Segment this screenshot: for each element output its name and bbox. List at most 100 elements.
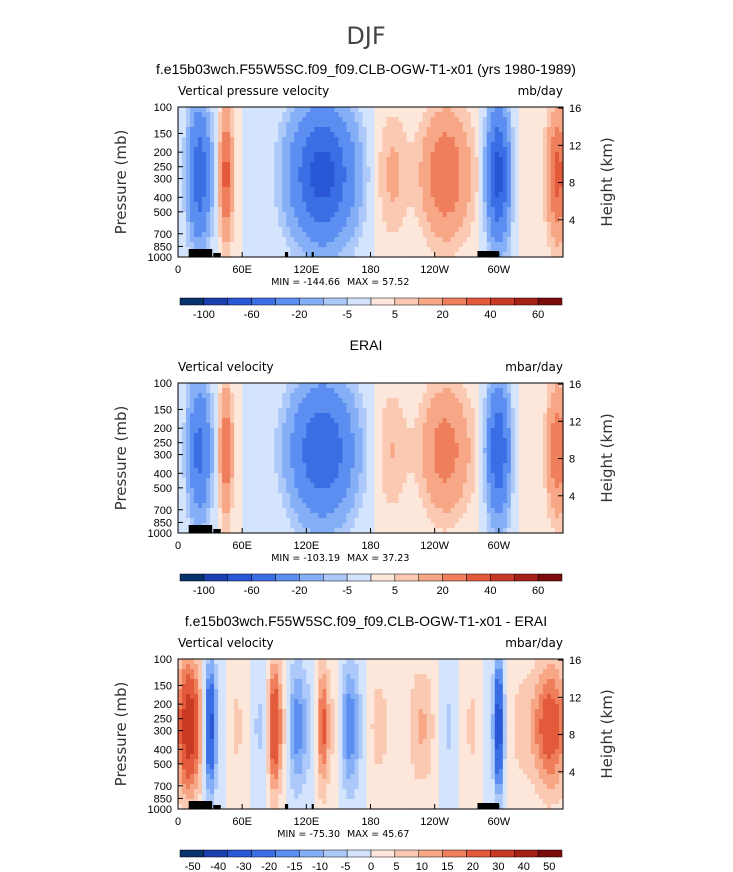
- heatmap-cell: [178, 207, 183, 213]
- heatmap-cell: [538, 167, 544, 173]
- heatmap-cell: [442, 152, 448, 158]
- panel-units: mb/day: [518, 84, 563, 98]
- heatmap-cell: [202, 217, 207, 223]
- heatmap-cell: [258, 152, 263, 158]
- heatmap-cell: [422, 172, 428, 178]
- heatmap-cell: [506, 242, 512, 248]
- heatmap-cell: [418, 187, 424, 193]
- heatmap-cell: [346, 242, 352, 248]
- heatmap-cell: [346, 177, 352, 183]
- heatmap-cell: [366, 147, 372, 153]
- heatmap-cell: [242, 423, 247, 429]
- heatmap-cell: [398, 237, 404, 243]
- heatmap-cell: [402, 222, 408, 228]
- heatmap-cell: [350, 478, 356, 484]
- heatmap-cell: [178, 227, 183, 233]
- heatmap-cell: [402, 152, 408, 158]
- heatmap-cell: [334, 177, 340, 183]
- heatmap-cell: [334, 157, 340, 163]
- heatmap-cell: [294, 117, 299, 123]
- heatmap-cell: [498, 122, 504, 128]
- heatmap-cell: [234, 237, 239, 243]
- heatmap-cell: [198, 428, 203, 434]
- heatmap-cell: [262, 217, 267, 223]
- heatmap-cell: [494, 187, 500, 193]
- heatmap-cell: [390, 182, 396, 188]
- heatmap-cell: [290, 513, 295, 519]
- y-right-tick-label: 12: [569, 140, 581, 152]
- heatmap-cell: [302, 448, 307, 454]
- heatmap-cell: [382, 433, 388, 439]
- heatmap-cell: [386, 418, 392, 424]
- heatmap-cell: [490, 187, 496, 193]
- heatmap-cell: [306, 453, 311, 459]
- heatmap-cell: [402, 157, 408, 163]
- heatmap-cell: [362, 107, 368, 113]
- y-tick-label: 250: [154, 162, 172, 174]
- heatmap-cell: [430, 217, 436, 223]
- heatmap-cell: [186, 473, 191, 479]
- heatmap-cell: [546, 232, 552, 238]
- heatmap-cell: [282, 498, 287, 504]
- heatmap-cell: [294, 127, 299, 133]
- heatmap-cell: [390, 147, 396, 153]
- heatmap-cell: [290, 207, 295, 213]
- heatmap-cell: [302, 453, 307, 459]
- heatmap-cell: [402, 493, 408, 499]
- heatmap-cell: [334, 152, 340, 158]
- heatmap-cell: [450, 137, 456, 143]
- heatmap-cell: [178, 237, 183, 243]
- heatmap-cell: [378, 127, 384, 133]
- heatmap-cell: [406, 423, 412, 429]
- heatmap-cell: [270, 458, 275, 464]
- heatmap-cell: [266, 383, 271, 389]
- heatmap-cell: [370, 237, 376, 243]
- heatmap-cell: [310, 217, 315, 223]
- heatmap-cell: [438, 438, 444, 444]
- heatmap-cell: [286, 187, 291, 193]
- heatmap-cell: [222, 247, 227, 253]
- heatmap-cell: [278, 413, 283, 419]
- heatmap-cell: [238, 443, 243, 449]
- heatmap-cell: [182, 453, 187, 459]
- heatmap-cell: [506, 252, 512, 258]
- heatmap-cell: [302, 137, 307, 143]
- heatmap-cell: [478, 202, 484, 208]
- heatmap-cell: [518, 162, 524, 168]
- heatmap-cell: [266, 222, 271, 228]
- heatmap-cell: [310, 107, 315, 113]
- heatmap-cell: [482, 207, 488, 213]
- heatmap-cell: [318, 458, 323, 464]
- heatmap-cell: [322, 247, 327, 253]
- heatmap-cell: [554, 252, 560, 258]
- heatmap-cell: [470, 222, 476, 228]
- heatmap-cell: [514, 142, 520, 148]
- heatmap-cell: [266, 388, 271, 394]
- heatmap-cell: [346, 383, 352, 389]
- heatmap-cell: [490, 162, 496, 168]
- heatmap-cell: [254, 242, 259, 248]
- heatmap-cell: [282, 152, 287, 158]
- heatmap-cell: [342, 187, 348, 193]
- heatmap-cell: [378, 112, 384, 118]
- heatmap-cell: [346, 488, 352, 494]
- heatmap-cell: [290, 503, 295, 509]
- heatmap-cell: [234, 117, 239, 123]
- heatmap-cell: [306, 478, 311, 484]
- heatmap-cell: [414, 122, 420, 128]
- heatmap-cell: [194, 448, 199, 454]
- heatmap-cell: [330, 513, 336, 519]
- heatmap-cell: [378, 192, 384, 198]
- heatmap-cell: [286, 152, 291, 158]
- heatmap-cell: [214, 207, 219, 213]
- heatmap-cell: [242, 393, 247, 399]
- heatmap-cell: [298, 242, 303, 248]
- heatmap-cell: [322, 393, 327, 399]
- heatmap-cell: [422, 433, 428, 439]
- heatmap-cell: [346, 232, 352, 238]
- heatmap-cell: [218, 127, 223, 133]
- heatmap-cell: [178, 413, 183, 419]
- heatmap-cell: [358, 137, 364, 143]
- heatmap-cell: [250, 428, 255, 434]
- heatmap-cell: [218, 157, 223, 163]
